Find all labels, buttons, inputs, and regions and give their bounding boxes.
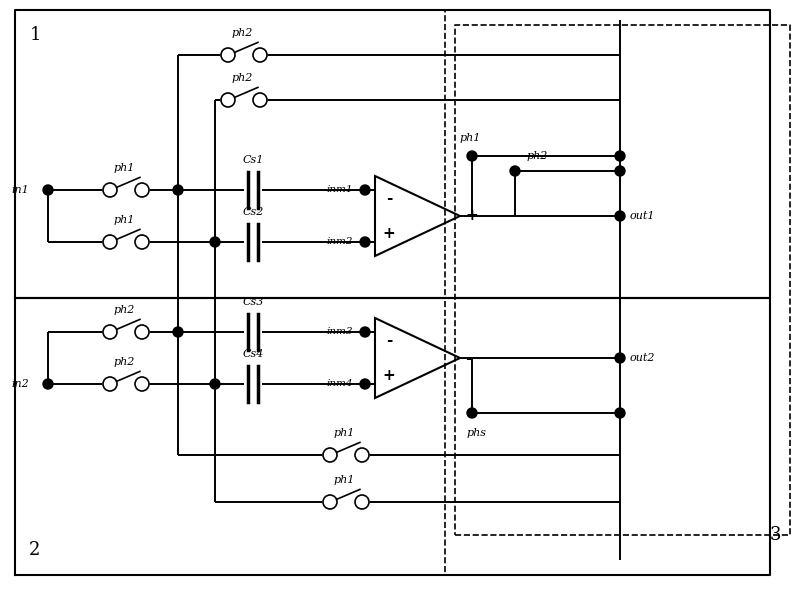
Circle shape [135, 183, 149, 197]
Text: 1: 1 [30, 26, 41, 44]
Text: 3: 3 [770, 526, 781, 544]
Text: ph2: ph2 [114, 305, 134, 315]
Text: ph2: ph2 [114, 357, 134, 367]
Text: in1: in1 [11, 185, 29, 195]
Text: -: - [465, 350, 471, 365]
Text: Cs2: Cs2 [242, 207, 264, 217]
Text: ph1: ph1 [114, 215, 134, 225]
Text: +: + [382, 369, 395, 384]
Circle shape [43, 185, 53, 195]
Text: ph1: ph1 [334, 475, 354, 485]
Circle shape [210, 379, 220, 389]
Circle shape [43, 379, 53, 389]
Text: ph2: ph2 [231, 28, 253, 38]
Circle shape [360, 237, 370, 247]
Text: +: + [465, 208, 478, 224]
Circle shape [103, 235, 117, 249]
Circle shape [355, 448, 369, 462]
Text: out1: out1 [630, 211, 655, 221]
Text: 2: 2 [30, 541, 41, 559]
Text: ph1: ph1 [459, 133, 481, 143]
Circle shape [103, 183, 117, 197]
Text: Cs3: Cs3 [242, 297, 264, 307]
Circle shape [173, 185, 183, 195]
Text: ph2: ph2 [231, 73, 253, 83]
Circle shape [103, 325, 117, 339]
Circle shape [615, 211, 625, 221]
Text: inm2: inm2 [326, 238, 353, 247]
Circle shape [615, 353, 625, 363]
Text: -: - [386, 191, 392, 205]
Text: ph1: ph1 [114, 163, 134, 173]
Circle shape [103, 377, 117, 391]
Circle shape [221, 48, 235, 62]
Circle shape [467, 408, 477, 418]
Text: in2: in2 [11, 379, 29, 389]
Circle shape [355, 495, 369, 509]
Circle shape [510, 166, 520, 176]
Circle shape [323, 495, 337, 509]
Circle shape [360, 379, 370, 389]
Text: -: - [386, 333, 392, 348]
Circle shape [135, 325, 149, 339]
Circle shape [615, 151, 625, 161]
Circle shape [135, 377, 149, 391]
Text: +: + [382, 227, 395, 241]
Text: inm1: inm1 [326, 185, 353, 195]
Circle shape [615, 408, 625, 418]
Circle shape [360, 327, 370, 337]
Circle shape [360, 185, 370, 195]
Text: phs: phs [467, 428, 487, 438]
Text: ph1: ph1 [334, 428, 354, 438]
Text: Cs1: Cs1 [242, 155, 264, 165]
Circle shape [210, 237, 220, 247]
Circle shape [467, 151, 477, 161]
Circle shape [135, 235, 149, 249]
Text: ph2: ph2 [526, 151, 548, 161]
Circle shape [615, 166, 625, 176]
Circle shape [323, 448, 337, 462]
Text: inm4: inm4 [326, 379, 353, 388]
Text: Cs4: Cs4 [242, 349, 264, 359]
Circle shape [221, 93, 235, 107]
Circle shape [173, 327, 183, 337]
Text: inm3: inm3 [326, 327, 353, 336]
Circle shape [253, 93, 267, 107]
Circle shape [253, 48, 267, 62]
Text: out2: out2 [630, 353, 655, 363]
